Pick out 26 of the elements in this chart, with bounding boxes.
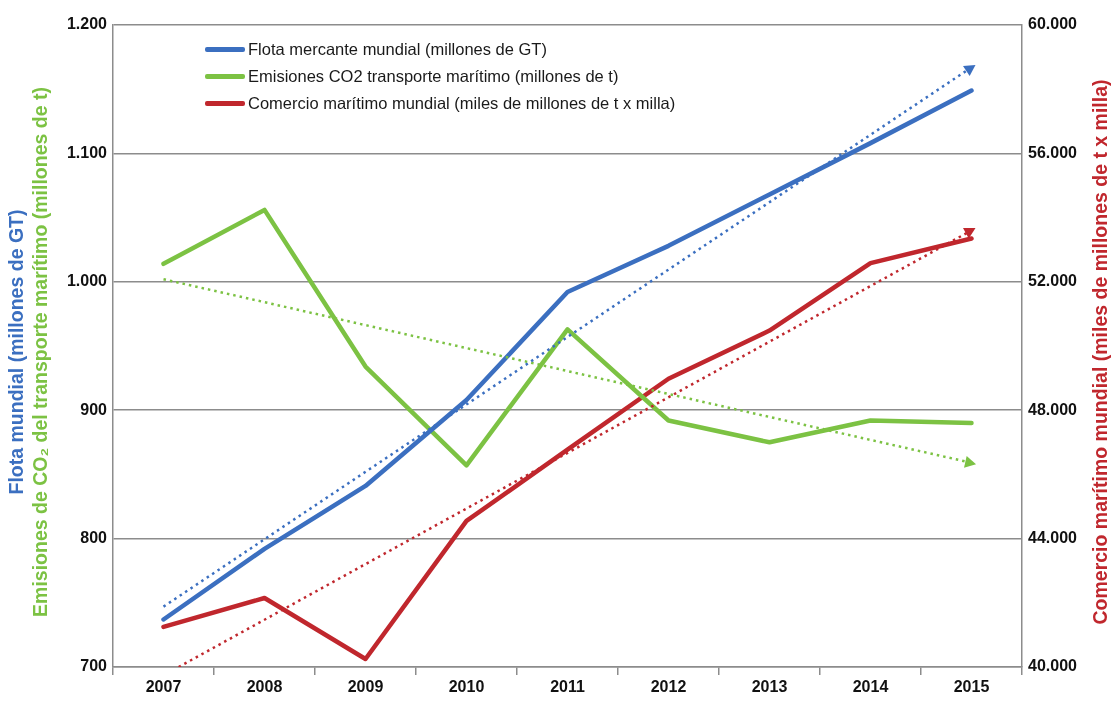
- x-tick-label: 2014: [852, 678, 889, 696]
- x-tick-label: 2010: [448, 678, 485, 696]
- y2-tick-label: 40.000: [1028, 657, 1078, 675]
- y-tick-label: 700: [80, 657, 108, 675]
- x-tick-label: 2008: [246, 678, 283, 696]
- y-axis-title: Flota mundial (millones de GT) Emisiones de CO₂ del transporte marítimo (millones de t): [5, 87, 51, 617]
- y2-tick-label: 52.000: [1028, 272, 1078, 290]
- y-tick-label: 800: [80, 529, 108, 547]
- x-tick-label: 2013: [751, 678, 788, 696]
- y2-tick-label: 56.000: [1028, 143, 1078, 161]
- legend-label: Emisiones CO2 transporte marítimo (millones de t): [248, 67, 619, 86]
- y2-tick-label: 48.000: [1028, 400, 1078, 418]
- legend-label: Flota mercante mundial (millones de GT): [248, 40, 547, 59]
- y2-tick-label: 44.000: [1028, 529, 1078, 547]
- y-tick-label: 1.100: [66, 143, 108, 161]
- y-tick-label: 1.000: [66, 272, 108, 290]
- y2-tick-label: 60.000: [1028, 15, 1078, 33]
- x-tick-label: 2007: [145, 678, 182, 696]
- legend-label: Comercio marítimo mundial (miles de millones de t x milla): [248, 94, 676, 113]
- x-tick-label: 2015: [953, 678, 990, 696]
- x-tick-label: 2012: [650, 678, 687, 696]
- y2-axis-title: Comercio marítimo mundial (miles de millones de t x milla): [1089, 79, 1111, 625]
- x-tick-label: 2011: [550, 678, 585, 696]
- x-tick-label: 2009: [347, 678, 384, 696]
- y-tick-label: 1.200: [66, 15, 108, 33]
- y-tick-label: 900: [80, 400, 108, 418]
